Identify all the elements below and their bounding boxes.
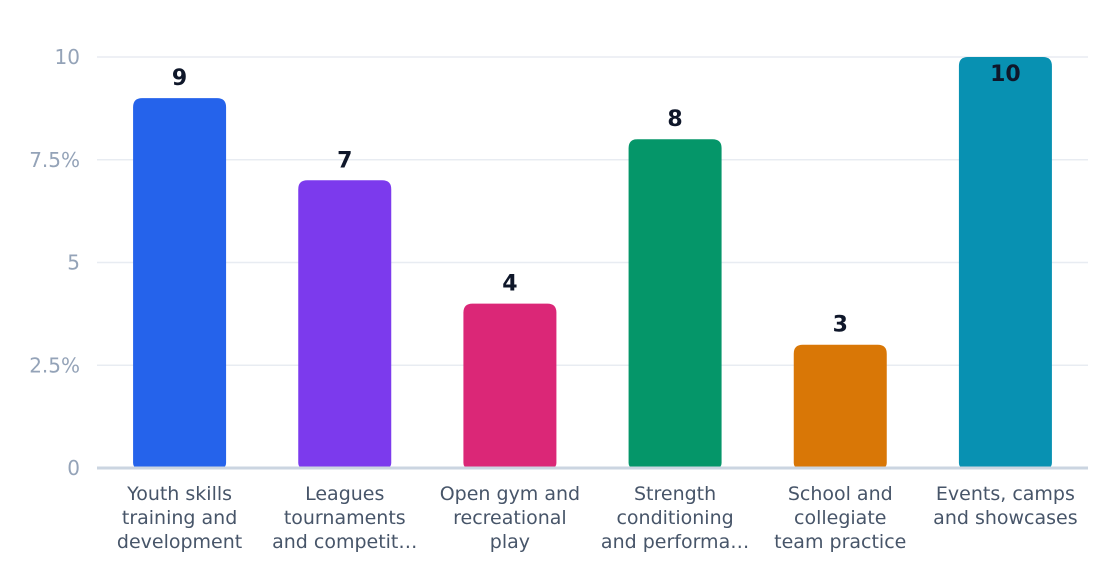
bar-value-label: 8 xyxy=(667,107,682,132)
x-tick-label: Strength conditioning and performa… xyxy=(601,483,749,553)
y-tick-label: 2.5% xyxy=(29,353,80,377)
y-axis-ticks: 0 2.5% 5 7.5% 10 xyxy=(29,45,80,480)
bar xyxy=(298,180,392,469)
x-tick-label: Leagues tournaments and competit… xyxy=(272,483,417,553)
x-tick-label-line: and competit… xyxy=(272,531,417,553)
x-tick-label-line: Youth skills xyxy=(126,483,232,505)
x-tick-label-line: conditioning xyxy=(616,507,733,529)
bar-value-label: 7 xyxy=(337,148,352,173)
x-tick-label-line: Open gym and xyxy=(440,483,580,505)
bars xyxy=(133,57,1052,469)
x-tick-label: Youth skills training and development xyxy=(117,483,242,553)
bar-value-label: 4 xyxy=(502,272,517,297)
x-tick-label-line: tournaments xyxy=(284,507,406,529)
value-labels: 9 7 4 8 3 10 xyxy=(172,62,1021,338)
bar xyxy=(628,139,722,468)
x-tick-label-line: development xyxy=(117,531,242,553)
y-tick-label: 5 xyxy=(67,251,80,275)
x-tick-label-line: Events, camps xyxy=(936,483,1075,505)
bar-value-label: 10 xyxy=(990,62,1021,87)
x-tick-label-line: Strength xyxy=(634,483,716,505)
x-tick-label-line: recreational xyxy=(453,507,567,529)
bar xyxy=(463,303,557,468)
y-tick-label: 7.5% xyxy=(29,148,80,172)
bar-value-label: 9 xyxy=(172,66,187,91)
bar xyxy=(793,344,887,468)
x-tick-label: Open gym and recreational play xyxy=(440,483,580,553)
y-tick-label: 0 xyxy=(67,456,80,480)
x-tick-label-line: collegiate xyxy=(794,507,886,529)
x-tick-label-line: School and xyxy=(788,483,893,505)
grid-layer xyxy=(97,56,1088,366)
bar-value-label: 3 xyxy=(833,313,848,338)
x-axis-labels: Youth skills training and development Leagu… xyxy=(117,483,1078,553)
x-tick-label: School and collegiate team practice xyxy=(774,483,906,553)
x-tick-label-line: and showcases xyxy=(933,507,1077,529)
bar xyxy=(958,57,1052,468)
x-tick-label-line: play xyxy=(490,531,530,553)
x-tick-label: Events, camps and showcases xyxy=(933,483,1077,529)
y-tick-label: 10 xyxy=(55,45,80,69)
x-tick-label-line: team practice xyxy=(774,531,906,553)
x-tick-label-line: and performa… xyxy=(601,531,749,553)
x-tick-label-line: training and xyxy=(122,507,237,529)
x-tick-label-line: Leagues xyxy=(305,483,384,505)
bar xyxy=(133,98,227,468)
